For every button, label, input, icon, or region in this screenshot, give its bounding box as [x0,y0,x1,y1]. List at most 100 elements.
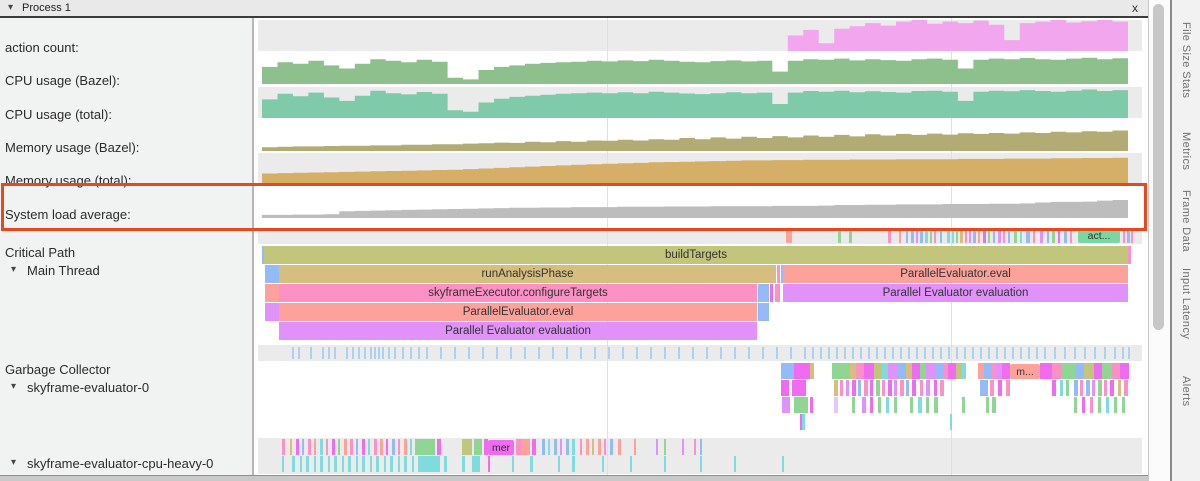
trace-block[interactable] [580,439,582,455]
cpu-heavy-depth-1[interactable] [262,456,1128,473]
trace-block[interactable] [1084,363,1094,379]
gc-event-tick[interactable] [748,347,750,359]
trace-block[interactable] [888,228,891,243]
trace-block[interactable] [664,439,666,455]
trace-block[interactable] [586,439,589,455]
trace-block[interactable] [734,456,736,472]
trace-span[interactable]: ParallelEvaluator.eval [783,265,1128,283]
trace-block[interactable] [978,363,984,379]
trace-block[interactable] [380,439,383,455]
gc-event-tick[interactable] [1020,347,1022,359]
main-thread-depth-4[interactable]: Parallel Evaluator evaluation [262,322,1128,341]
trace-block[interactable] [1123,228,1125,243]
gc-event-tick[interactable] [1012,347,1014,359]
trace-block[interactable] [342,456,344,472]
trace-block[interactable] [775,284,780,302]
gc-event-tick[interactable] [900,347,902,359]
gc-event-tick[interactable] [884,347,886,359]
trace-block[interactable] [965,228,967,243]
critical-path-track[interactable]: act... [262,228,1133,244]
trace-block[interactable] [810,363,814,379]
trace-block[interactable] [948,363,956,379]
trace-block[interactable] [978,228,980,243]
mem-bazel-chart[interactable] [262,120,1128,151]
trace-block[interactable] [1098,397,1101,413]
trace-block[interactable] [758,303,769,321]
trace-block[interactable] [886,397,889,413]
trace-block[interactable] [356,439,358,455]
trace-block[interactable] [598,439,601,455]
trace-block[interactable] [1062,363,1076,379]
gc-event-tick[interactable] [692,347,694,359]
gc-event-tick[interactable] [352,347,354,359]
trace-block[interactable] [308,439,311,455]
trace-block[interactable] [1092,380,1095,396]
gc-event-tick[interactable] [836,347,838,359]
trace-block[interactable] [786,228,792,243]
trace-block[interactable] [834,380,838,396]
gc-event-tick[interactable] [328,347,330,359]
gc-event-tick[interactable] [762,347,764,359]
garbage-collector-track[interactable] [262,345,1130,361]
trace-block[interactable] [374,439,377,455]
tab-input-latency[interactable]: Input Latency [1180,268,1192,340]
trace-block[interactable] [700,456,702,472]
tab-frame-data[interactable]: Frame Data [1180,190,1192,253]
trace-block[interactable] [488,456,490,472]
gc-event-tick[interactable] [916,347,918,359]
cpu-heavy-depth-0[interactable]: mer [262,439,1128,456]
gc-event-tick[interactable] [820,347,822,359]
gc-event-tick[interactable] [1004,347,1006,359]
trace-block[interactable] [437,439,441,455]
trace-block[interactable] [1098,380,1102,396]
cpu-total-chart[interactable] [262,87,1128,118]
gc-event-tick[interactable] [402,347,404,359]
gc-event-tick[interactable] [334,347,336,359]
tab-file-size-stats[interactable]: File Size Stats [1180,22,1192,99]
gc-event-tick[interactable] [364,347,366,359]
gc-event-tick[interactable] [948,347,950,359]
sys-load-chart[interactable] [262,187,1128,218]
gc-event-tick[interactable] [292,347,294,359]
trace-block[interactable] [781,380,789,396]
close-icon[interactable]: x [1132,1,1138,15]
trace-block[interactable] [850,363,856,379]
main-thread-depth-0[interactable]: buildTargets [262,246,1131,265]
trace-block[interactable] [947,228,950,243]
gc-event-tick[interactable] [310,347,312,359]
trace-block[interactable] [1102,363,1112,379]
gc-event-tick[interactable] [468,347,470,359]
trace-block[interactable] [604,439,606,455]
trace-block[interactable] [1047,228,1049,243]
gc-event-tick[interactable] [908,347,910,359]
trace-block[interactable] [292,456,295,472]
trace-block[interactable] [916,228,918,243]
trace-block[interactable] [474,439,482,455]
trace-block[interactable] [415,439,435,455]
trace-block[interactable] [1026,228,1030,243]
trace-block[interactable] [992,363,996,379]
trace-block[interactable] [376,456,379,472]
trace-block[interactable] [320,456,323,472]
trace-block[interactable] [838,228,841,243]
trace-block[interactable] [1064,228,1067,243]
trace-block[interactable] [444,456,447,472]
trace-block[interactable] [472,456,480,472]
trace-block[interactable] [1040,228,1043,243]
trace-block[interactable] [350,439,353,455]
trace-block[interactable] [900,380,904,396]
gc-event-tick[interactable] [482,347,484,359]
gc-event-tick[interactable] [706,347,708,359]
trace-block[interactable] [682,439,684,455]
gc-event-tick[interactable] [1104,347,1106,359]
trace-block[interactable] [404,456,407,472]
trace-block[interactable] [392,439,395,455]
trace-block[interactable] [920,363,926,379]
trace-block[interactable] [858,380,861,396]
trace-block[interactable] [1008,228,1010,243]
trace-block[interactable] [758,284,769,302]
trace-block[interactable] [894,380,897,396]
trace-block[interactable] [777,265,780,283]
gc-event-tick[interactable] [1054,347,1056,359]
trace-block[interactable] [1094,363,1102,379]
